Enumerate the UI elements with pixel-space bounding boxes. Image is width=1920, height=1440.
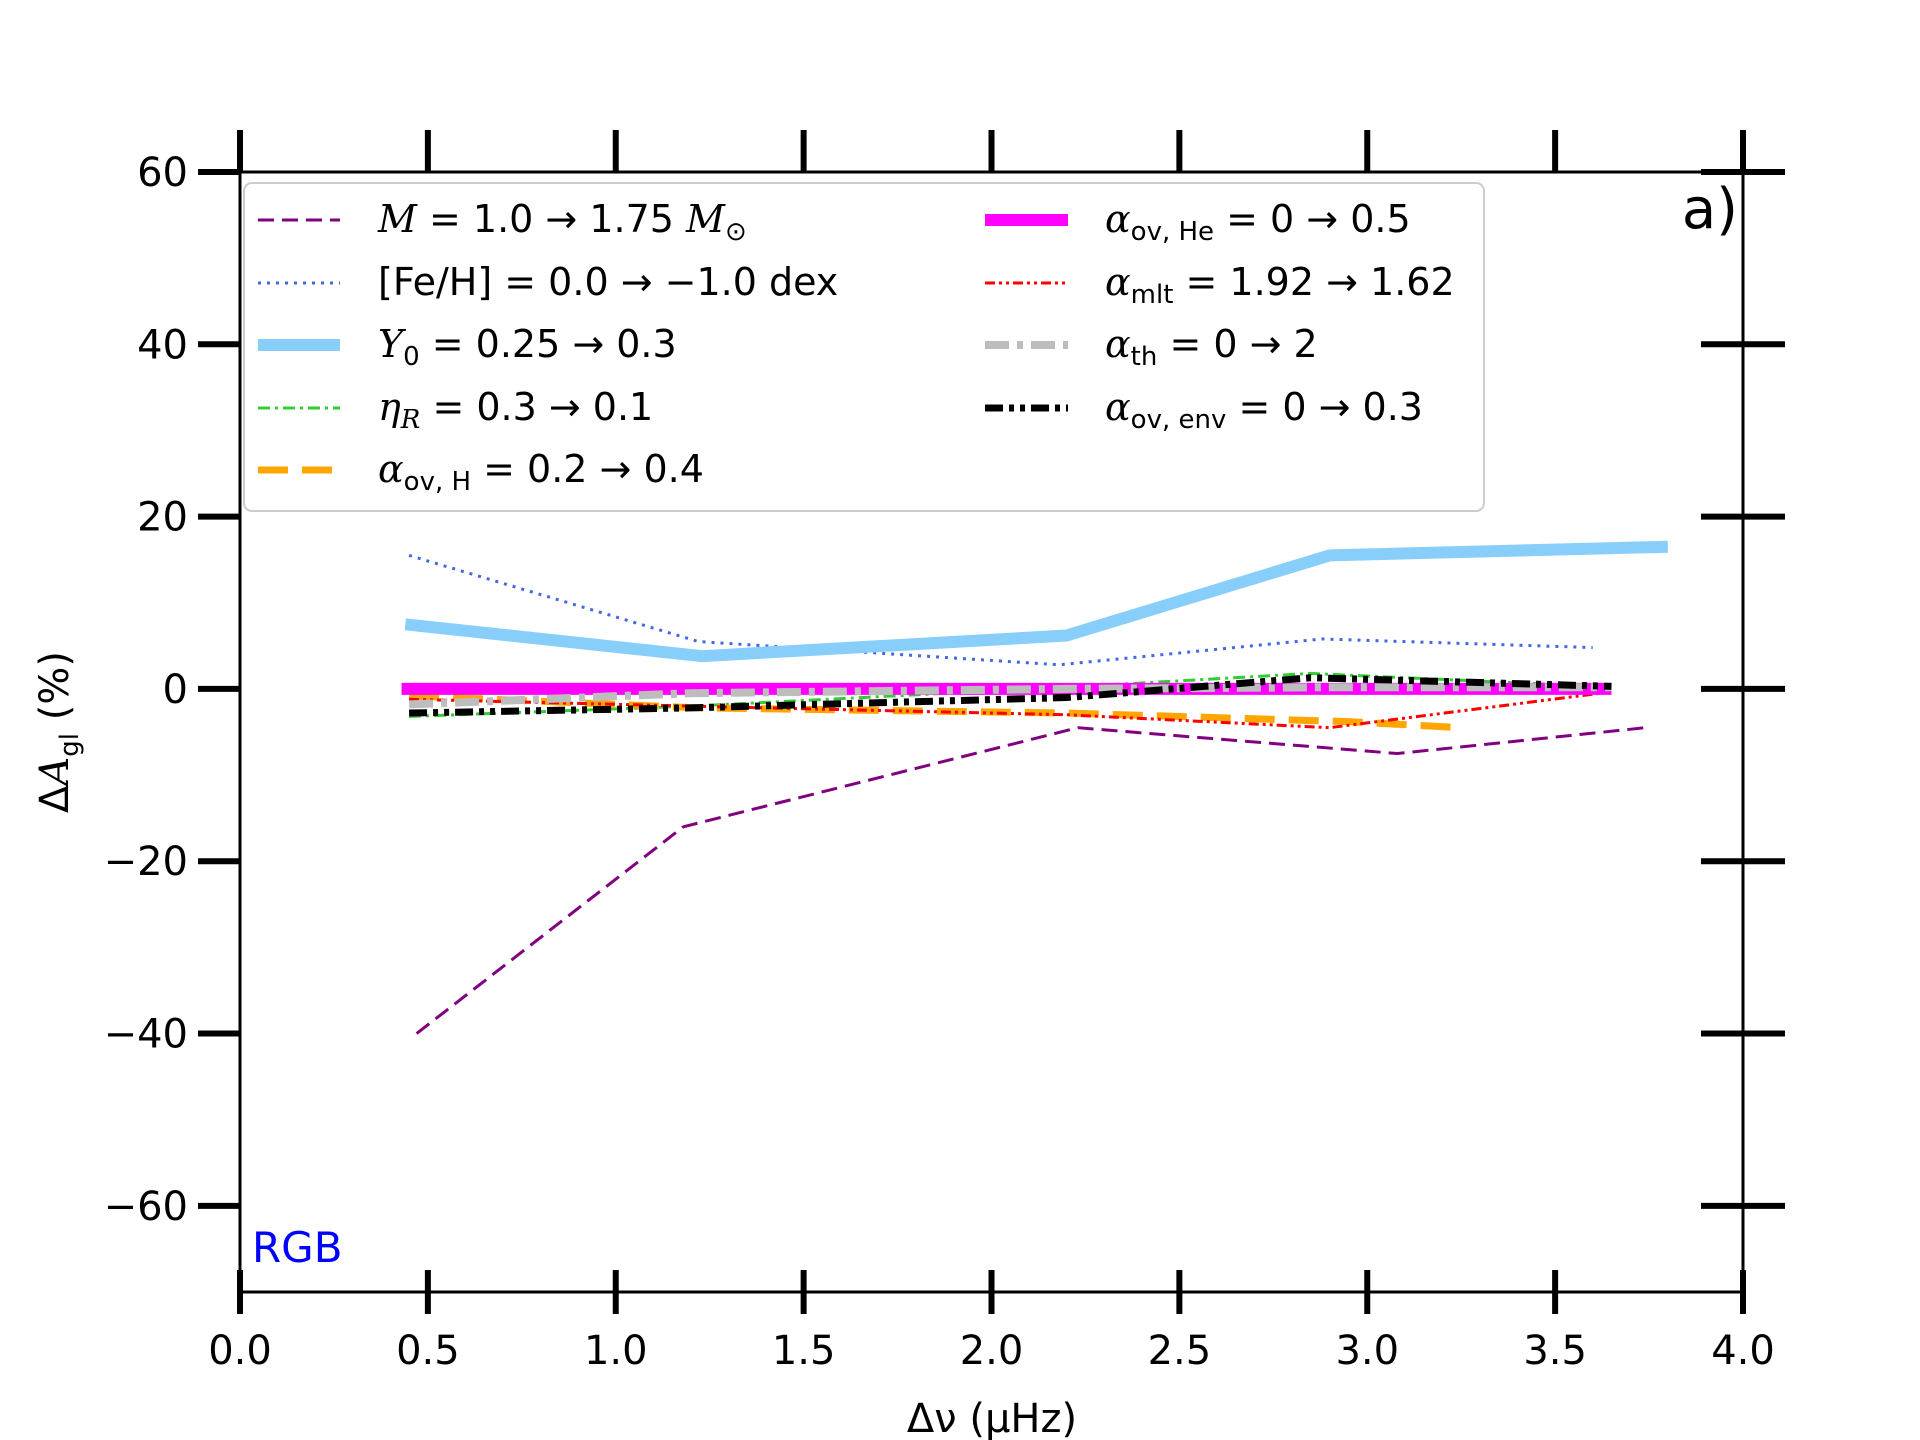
x-tick-label: 4.0: [1711, 1328, 1775, 1374]
legend-label-y0[interactable]: Y0 = 0.25 → 0.3: [378, 322, 677, 372]
legend-samples: [258, 214, 1068, 474]
legend-label-aovh[interactable]: αov, H = 0.2 → 0.4: [378, 447, 704, 497]
y-title-delta: Δ: [32, 785, 78, 813]
panel-label: a): [1682, 177, 1738, 242]
legend: M = 1.0 → 1.75 M⊙ [Fe/H] = 0.0 → −1.0 de…: [243, 182, 1485, 512]
y-tick-label: 60: [137, 150, 188, 196]
x-tick-label: 1.0: [584, 1328, 648, 1374]
y-tick-label: −60: [104, 1184, 188, 1230]
series-line-ath: [408, 683, 1612, 709]
annotation-rgb: RGB: [252, 1223, 343, 1272]
x-tick-label: 0.5: [396, 1328, 460, 1374]
legend-label-aovenv[interactable]: αov, env = 0 → 0.3: [1105, 385, 1423, 435]
legend-label-etar[interactable]: ηR = 0.3 → 0.1: [378, 385, 653, 435]
y-axis-title: ΔAgl (%): [32, 651, 85, 813]
y-axis-title-text: ΔAgl (%): [32, 651, 85, 813]
x-axis-title-text: Δν (μHz): [907, 1396, 1077, 1440]
legend-box: [243, 182, 1485, 512]
y-tick-label: 0: [163, 667, 188, 713]
y-tick-label: −40: [104, 1012, 188, 1058]
legend-label-aovhe[interactable]: αov, He = 0 → 0.5: [1105, 197, 1411, 247]
y-tick-label: 20: [137, 495, 188, 541]
series-group: [401, 540, 1669, 1035]
series-line-mass: [415, 726, 1646, 1035]
series-line-y0: [404, 540, 1669, 663]
x-tick-label: 3.5: [1523, 1328, 1587, 1374]
y-title-sub: gl: [55, 733, 85, 757]
y-title-a: A: [32, 757, 78, 790]
x-tick-label: 2.5: [1148, 1328, 1212, 1374]
x-tick-label: 2.0: [960, 1328, 1024, 1374]
axis-ticks: 0.0 0.5 1.0 1.5 2.0 2.5 3.0 3.5 4.0 −60 −40 −20 0 20 4…: [104, 130, 1785, 1374]
legend-label-ath[interactable]: αth = 0 → 2: [1105, 322, 1318, 372]
series-line-amlt: [409, 691, 1601, 730]
legend-label-feh[interactable]: [Fe/H] = 0.0 → −1.0 dex: [378, 260, 838, 304]
series-line-feh: [408, 553, 1593, 667]
x-tick-label: 0.0: [208, 1328, 272, 1374]
series-line-aovh: [408, 692, 1462, 732]
x-tick-label: 1.5: [772, 1328, 836, 1374]
x-axis-title: Δν (μHz): [907, 1396, 1077, 1440]
series-line-aovenv: [409, 674, 1612, 717]
x-tick-label: 3.0: [1335, 1328, 1399, 1374]
y-title-pct: (%): [32, 651, 78, 733]
legend-label-amlt[interactable]: αmlt = 1.92 → 1.62: [1105, 260, 1455, 310]
y-tick-label: −20: [104, 839, 188, 885]
legend-label-mass[interactable]: M = 1.0 → 1.75 M⊙: [377, 197, 747, 247]
y-tick-label: 40: [137, 322, 188, 368]
